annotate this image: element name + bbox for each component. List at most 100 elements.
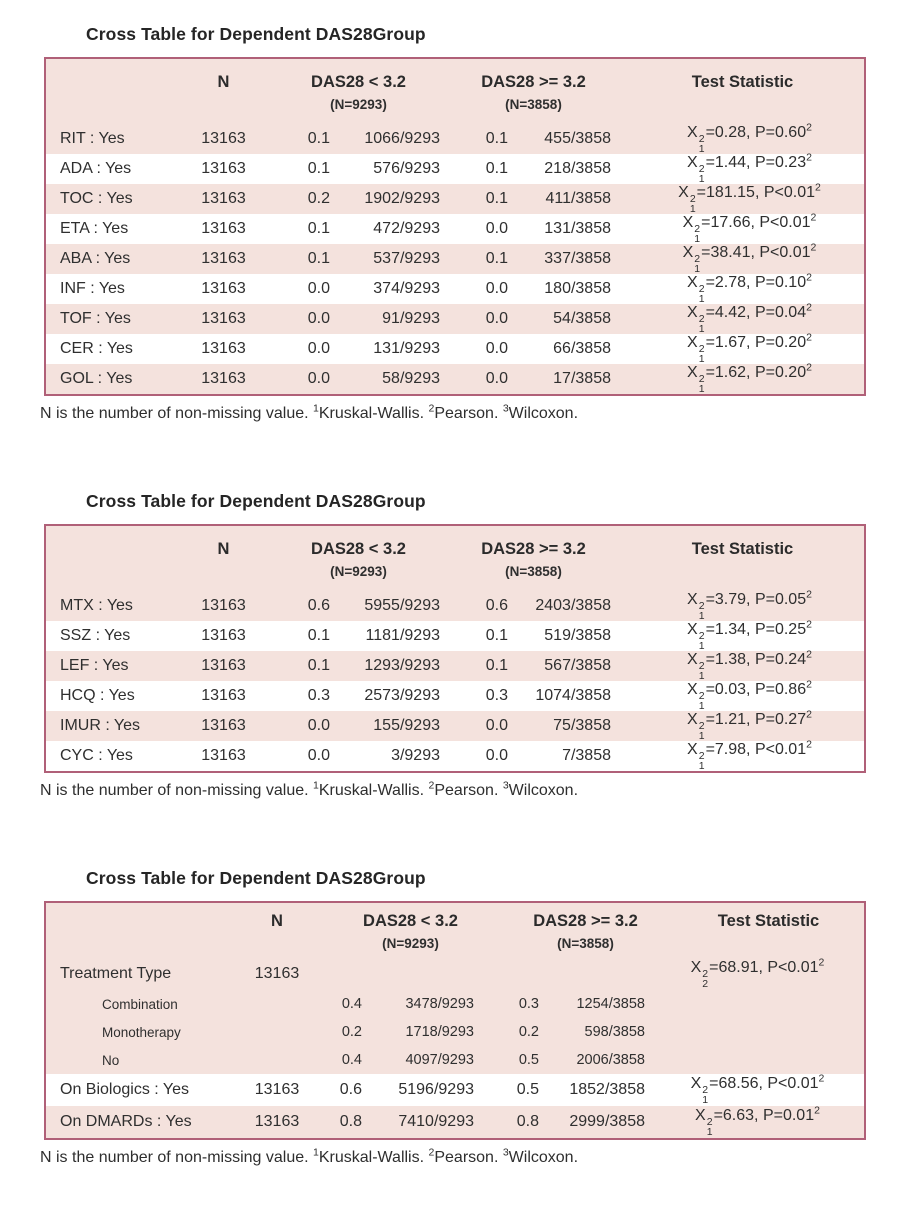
proportion-value: 0.0: [485, 280, 508, 297]
proportion-cell: 0.0 91/9293: [271, 310, 446, 328]
pearson-ref-superscript: 2: [818, 1072, 825, 1085]
fraction-value: 218/3858: [544, 160, 611, 177]
n-value-cell: 13163: [201, 370, 246, 387]
row-label: No: [102, 1052, 120, 1068]
n-value-cell: 13163: [201, 627, 246, 644]
proportion-value: 0.2: [518, 1024, 539, 1040]
fraction-value: 3/9293: [391, 747, 440, 764]
chi-square-exponent: 2: [702, 1084, 709, 1096]
chi-square-exponent: 2: [698, 660, 705, 672]
pearson-ref-superscript: 2: [806, 331, 812, 344]
cross-table-section: Cross Table for Dependent DAS28Group N DAS…: [0, 491, 910, 800]
column-header-n: N: [217, 73, 230, 91]
proportion-cell: 0.0 7/3858: [446, 747, 621, 765]
table-row: TOF : Yes 13163 0.0 91/9293 0.0 54/3858 X 2 1 =4.…: [46, 301, 864, 335]
chi-square-exponent: 2: [698, 313, 705, 325]
proportion-value: 0.0: [307, 747, 330, 764]
proportion-cell: 0.1 519/3858: [446, 627, 621, 645]
cross-table-section: Cross Table for Dependent DAS28Group N DAS…: [0, 24, 910, 423]
proportion-value: 0.3: [485, 687, 508, 704]
cross-table: N DAS28 < 3.2 (N=9293) DAS28 >= 3.2 (N=3858)…: [44, 901, 866, 1140]
pearson-ref-superscript: 2: [810, 211, 817, 224]
proportion-cell: 0.0 131/9293: [271, 340, 446, 358]
proportion-value: 0.1: [485, 130, 508, 147]
proportion-cell: 0.3 2573/9293: [271, 687, 446, 705]
proportion-value: 0.1: [307, 220, 330, 237]
footnote-ref-marker: 2: [428, 402, 435, 415]
fraction-value: 1254/3858: [576, 996, 645, 1012]
footnote-ref-marker: 1: [313, 1146, 319, 1159]
proportion-cell: 0.0 54/3858: [446, 310, 621, 328]
fraction-value: 1718/9293: [405, 1024, 474, 1040]
chi-square-df: 1: [698, 172, 705, 185]
proportion-cell: 0.2 598/3858: [498, 1024, 673, 1040]
fraction-value: 519/3858: [544, 627, 611, 644]
chi-square-exponent: 2: [698, 690, 705, 702]
proportion-cell: 0.5 2006/3858: [498, 1052, 673, 1068]
das-lt-label: DAS28 < 3.2: [311, 540, 406, 558]
test-statistic-cell: X 2 1 =6.63, P=0.012: [695, 1104, 820, 1138]
table-header-row: N DAS28 < 3.2 (N=9293) DAS28 >= 3.2 (N=3858)…: [46, 526, 864, 591]
proportion-cell: 0.0 58/9293: [271, 370, 446, 388]
proportion-value: 0.0: [485, 717, 508, 734]
proportion-cell: 0.4 3478/9293: [323, 996, 498, 1012]
row-label: CYC : Yes: [60, 747, 133, 764]
fraction-value: 1293/9293: [364, 657, 440, 674]
test-statistic-cell: X 2 1 =4.42, P=0.042: [687, 301, 812, 335]
proportion-value: 0.2: [341, 1024, 362, 1040]
das-ge-label: DAS28 >= 3.2: [481, 540, 586, 558]
proportion-value: 0.0: [485, 747, 508, 764]
pearson-ref-superscript: 2: [806, 588, 812, 601]
chi-square-df: 1: [689, 202, 696, 215]
chi-square-df: 1: [698, 609, 705, 622]
proportion-cell: 0.0 180/3858: [446, 280, 621, 298]
chi-square-df: 1: [702, 1093, 709, 1106]
fraction-value: 66/3858: [553, 340, 611, 357]
cross-table-section: Cross Table for Dependent DAS28Group N DAS…: [0, 868, 910, 1167]
chi-square-exponent: 2: [698, 343, 705, 355]
proportion-cell: 0.0 155/9293: [271, 717, 446, 735]
row-label: On DMARDs : Yes: [60, 1113, 192, 1130]
n-value-cell: 13163: [201, 250, 246, 267]
fraction-value: 7410/9293: [398, 1113, 474, 1130]
proportion-cell: 0.1 1181/9293: [271, 627, 446, 645]
fraction-value: 472/9293: [373, 220, 440, 237]
chi-square-exponent: 2: [698, 163, 705, 175]
table-row: On DMARDs : Yes 13163 0.8 7410/9293 0.8 2999/…: [46, 1104, 864, 1138]
fraction-value: 2403/3858: [535, 597, 611, 614]
chi-square-exponent: 2: [706, 1116, 713, 1128]
das-lt-sublabel: (N=9293): [330, 564, 387, 579]
proportion-value: 0.0: [307, 370, 330, 387]
proportion-cell: 0.3 1074/3858: [446, 687, 621, 705]
chi-square-df: 2: [702, 977, 709, 990]
pearson-ref-superscript: 2: [806, 121, 812, 134]
pearson-ref-superscript: 2: [814, 1104, 820, 1117]
proportion-value: 0.5: [518, 1052, 539, 1068]
chi-square-exponent: 2: [689, 193, 696, 205]
chi-square-exponent: 2: [702, 968, 709, 980]
pearson-ref-superscript: 2: [806, 361, 812, 374]
fraction-value: 1066/9293: [364, 130, 440, 147]
row-label: Combination: [102, 996, 178, 1012]
test-statistic-cell: X 2 1 =1.38, P=0.242: [687, 648, 812, 682]
test-statistic-cell: X 2 1 =17.66, P<0.012: [682, 211, 817, 245]
test-statistic-cell: X 2 1 =1.21, P=0.272: [687, 708, 812, 742]
proportion-cell: 0.1 411/3858: [446, 190, 621, 208]
chi-square-df: 1: [698, 142, 705, 155]
proportion-cell: 0.1 218/3858: [446, 160, 621, 178]
chi-square-exponent: 2: [698, 133, 705, 145]
table-row: No 0.4 4097/9293 0.5 2006/3858: [46, 1046, 864, 1074]
proportion-cell: 0.8 7410/9293: [323, 1113, 498, 1131]
proportion-cell: 0.1 567/3858: [446, 657, 621, 675]
proportion-cell: 0.1 1066/9293: [271, 130, 446, 148]
row-label: Treatment Type: [60, 965, 172, 982]
fraction-value: 75/3858: [553, 717, 611, 734]
proportion-cell: 0.0 75/3858: [446, 717, 621, 735]
n-value-cell: 13163: [201, 657, 246, 674]
fraction-value: 91/9293: [382, 310, 440, 327]
